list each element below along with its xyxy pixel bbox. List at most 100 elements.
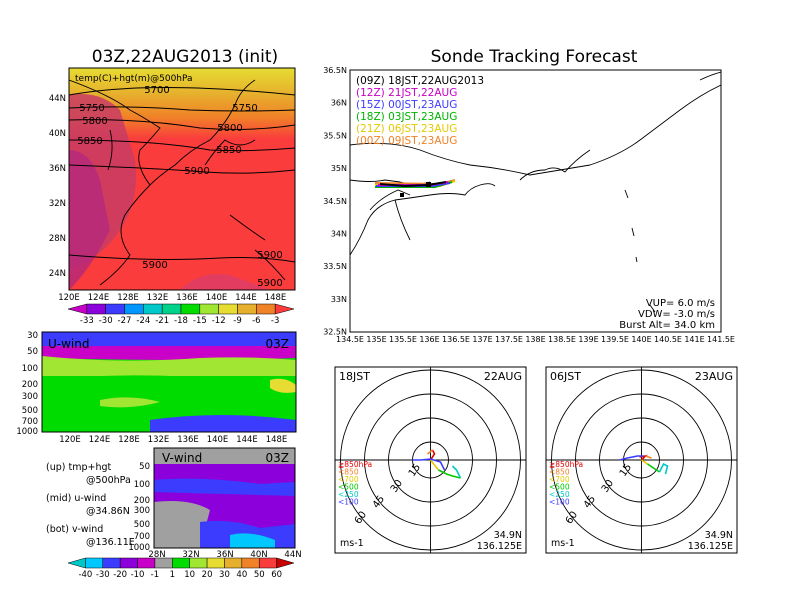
hodograph-trace	[438, 469, 461, 479]
track-param: Burst Alt= 34.0 km	[619, 320, 715, 331]
colorbar-label: -21	[155, 316, 169, 326]
colorbar-swatch	[143, 303, 163, 315]
hodograph-trace	[658, 462, 669, 475]
lon-tick-label: 140E	[207, 435, 229, 445]
colorbar-swatch	[119, 557, 138, 569]
hodograph-level: <500	[549, 483, 570, 492]
colorbar-swatch	[85, 557, 104, 569]
lat-tick-label: 32N	[49, 199, 66, 209]
lon-tick-label: 139E	[578, 335, 598, 344]
temp-map-label: temp(C)+hgt(m)@500hPa	[75, 74, 193, 84]
track-legend-item: (00Z) 09JST,23AUG	[356, 135, 457, 147]
contour-label: 5750	[79, 103, 104, 114]
vwind-time: 03Z	[266, 451, 290, 465]
colorbar-label: 1	[170, 570, 175, 580]
pressure-tick-label: 300	[22, 392, 38, 402]
hodograph-level: <100	[549, 498, 570, 507]
hodograph-trace	[412, 458, 446, 471]
lon-tick-label: 141.5E	[707, 335, 735, 344]
colorbar-swatch	[241, 557, 260, 569]
track-param: VUP= 6.0 m/s	[646, 298, 715, 309]
hodograph-date: 23AUG	[695, 370, 733, 383]
contour-label: 5800	[82, 116, 107, 127]
lon-tick-label: 148E	[266, 435, 288, 445]
legend-note: (mid) u-wind	[46, 493, 106, 504]
pressure-tick-label: 300	[134, 506, 150, 516]
lat-tick-label: 32N	[182, 550, 199, 560]
colorbar-swatch	[105, 303, 125, 315]
lat-tick-label: 35N	[331, 164, 347, 173]
colorbar-swatch	[224, 557, 243, 569]
hodograph-level: <700	[338, 475, 359, 484]
colorbar-swatch	[199, 303, 219, 315]
lat-tick-label: 35.5N	[323, 131, 347, 140]
colorbar-label: -1	[151, 570, 159, 580]
pressure-tick-label: 50	[27, 347, 38, 357]
lon-tick-label: 138E	[525, 335, 545, 344]
colorbar-swatch	[237, 303, 257, 315]
track-map: (09Z) 18JST,22AUG2013(12Z) 21JST,22AUG(1…	[323, 66, 735, 344]
lat-tick-label: 34N	[331, 230, 347, 239]
colorbar-swatch	[137, 557, 156, 569]
legend-note: (up) tmp+hgt	[46, 462, 112, 473]
contour-label: 5900	[257, 278, 282, 289]
hodograph-level: <250	[338, 490, 359, 499]
hodograph-date: 22AUG	[484, 370, 522, 383]
uwind-time: 03Z	[266, 337, 290, 351]
colorbar-label: -27	[118, 316, 132, 326]
lon-tick-label: 134.5E	[336, 335, 364, 344]
colorbar-swatch	[102, 557, 121, 569]
colorbar-swatch	[161, 303, 182, 315]
pressure-tick-label: 1000	[16, 427, 38, 437]
colorbar-swatch	[154, 557, 173, 569]
pressure-tick-label: 100	[22, 364, 38, 374]
lon-tick-label: 120E	[59, 435, 81, 445]
contour-label: 5900	[142, 260, 167, 271]
colorbar-label: 50	[254, 570, 265, 580]
hodograph-unit: ms-1	[551, 538, 575, 549]
colorbar-label: 20	[202, 570, 213, 580]
lon-tick-label: 128E	[118, 435, 140, 445]
hodograph-trace	[619, 455, 644, 461]
colorbar-swatch	[172, 557, 190, 569]
colorbar-label: -3	[271, 316, 279, 326]
pressure-tick-label: 500	[134, 520, 150, 530]
lat-tick-label: 28N	[148, 550, 165, 560]
pressure-tick-label: 500	[22, 406, 38, 416]
colorbar-swatch	[276, 557, 295, 569]
lat-tick-label: 44N	[49, 94, 66, 104]
colorbar-label: 60	[271, 570, 282, 580]
contour-label: 5900	[257, 250, 282, 261]
lon-tick-label: 144E	[235, 293, 257, 303]
lon-tick-label: 132E	[148, 435, 170, 445]
uwind-label: U-wind	[48, 337, 89, 351]
lat-tick-label: 28N	[49, 234, 66, 244]
lon-tick-label: 137E	[472, 335, 492, 344]
lon-tick-label: 124E	[88, 293, 110, 303]
colorbar-label: -20	[113, 570, 127, 580]
contour-label: 5750	[232, 103, 257, 114]
lat-tick-label: 33N	[331, 295, 347, 304]
lon-tick-label: 137.5E	[495, 335, 523, 344]
lat-tick-label: 40N	[250, 550, 267, 560]
hodograph-level: <500	[338, 483, 359, 492]
pressure-tick-label: 200	[134, 496, 150, 506]
hodograph-level: <100	[338, 498, 359, 507]
lon-tick-label: 141E	[684, 335, 704, 344]
vwind-label: V-wind	[162, 451, 202, 465]
colorbar-swatch	[256, 303, 276, 315]
hodograph-level: <850	[549, 468, 570, 477]
colorbar-label: -6	[252, 316, 260, 326]
lon-tick-label: 136E	[419, 335, 439, 344]
right-title: Sonde Tracking Forecast	[431, 47, 638, 67]
pressure-tick-label: 700	[22, 417, 38, 427]
hodograph-level: <250	[549, 490, 570, 499]
hodograph-time: 06JST	[550, 370, 581, 383]
colorbar-label: 30	[219, 570, 230, 580]
colorbar-swatch	[189, 557, 208, 569]
lon-tick-label: 136.5E	[442, 335, 470, 344]
